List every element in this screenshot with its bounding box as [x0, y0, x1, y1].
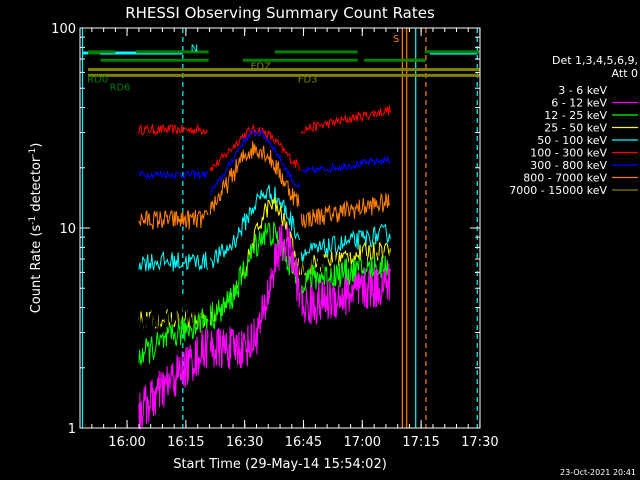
x-tick-label: 17:30 — [461, 435, 498, 450]
x-tick-label: 16:30 — [226, 435, 263, 450]
plot-timestamp: 23-Oct-2021 20:41 — [560, 468, 636, 477]
flag-label-rd0: RD0 — [87, 74, 108, 85]
legend-entry-label: 300 - 800 keV — [530, 159, 607, 172]
legend-header-attenuator: Att 0 — [612, 67, 638, 80]
series-800-7000kev — [138, 141, 391, 230]
y-axis-label: Count Rate (s-1 detector-1) — [28, 143, 44, 314]
x-tick-label: 17:15 — [402, 435, 439, 450]
axes: 16:00 16:15 16:30 16:45 17:00 17:15 17:30 1 10 10… — [51, 22, 498, 450]
flag-label-s: S — [393, 34, 399, 45]
legend-entry-label: 12 - 25 keV — [544, 109, 607, 122]
x-tick-label: 17:00 — [344, 435, 381, 450]
y-tick-label: 10 — [59, 222, 76, 237]
series-6-12kev — [138, 223, 391, 430]
series-100-300kev — [138, 105, 391, 172]
y-tick-label: 1 — [68, 422, 76, 437]
flag-label-fd3: FD3 — [298, 74, 318, 85]
y-tick-label: 100 — [51, 22, 76, 37]
series-300-800kev — [138, 128, 391, 196]
x-tick-label: 16:45 — [285, 435, 322, 450]
flag-label-fdz: FDZ — [251, 61, 271, 72]
legend-entry-label: 100 - 300 keV — [530, 147, 607, 160]
legend-entry-label: 25 - 50 keV — [544, 122, 607, 135]
x-tick-label: 16:00 — [108, 435, 145, 450]
legend-entry-label: 7000 - 15000 keV — [509, 184, 607, 197]
chart-title: RHESSI Observing Summary Count Rates — [125, 4, 435, 22]
flag-label-n: N — [191, 43, 198, 54]
series-12-25kev — [138, 221, 391, 366]
series-50-100kev — [138, 184, 391, 272]
legend-entry-label: 6 - 12 keV — [551, 97, 607, 110]
count-rate-series — [138, 105, 391, 430]
legend-entry-label: 3 - 6 keV — [558, 84, 607, 97]
legend-entry-label: 800 - 7000 keV — [523, 172, 607, 185]
legend-entry-label: 50 - 100 keV — [537, 134, 607, 147]
flag-label-rd6: RD6 — [110, 82, 131, 93]
x-axis-label: Start Time (29-May-14 15:54:02) — [173, 457, 387, 472]
x-tick-label: 16:15 — [167, 435, 204, 450]
legend-header-detectors: Det 1,3,4,5,6,9, — [552, 54, 638, 67]
